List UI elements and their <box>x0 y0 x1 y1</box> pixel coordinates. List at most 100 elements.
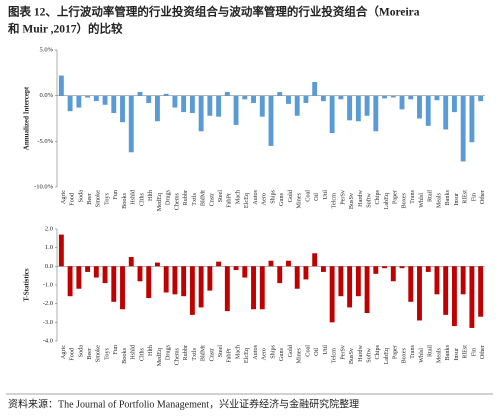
bar <box>76 95 82 108</box>
x-tick-label: Drugs <box>165 344 172 360</box>
bar <box>155 262 160 267</box>
x-tick-label: Clths <box>138 347 145 361</box>
y-tick-label: -10.0% <box>34 183 54 190</box>
bar <box>338 95 344 100</box>
bar <box>268 95 274 146</box>
bar <box>251 266 256 310</box>
x-tick-label: Hardw <box>357 189 364 206</box>
bar <box>224 92 230 96</box>
x-tick-label: Clths <box>138 192 145 206</box>
bar <box>207 95 213 116</box>
x-tick-label: Coal <box>304 345 311 357</box>
x-tick-label: Chips <box>374 189 381 204</box>
bar <box>277 266 283 284</box>
x-tick-label: Steel <box>217 345 224 358</box>
bar <box>329 95 335 134</box>
bar <box>460 95 466 162</box>
bar <box>320 266 326 272</box>
bar <box>163 266 169 293</box>
y-tick-label: 0.0 <box>45 263 53 270</box>
bar <box>189 266 195 315</box>
bar <box>67 95 73 112</box>
bar <box>233 95 239 125</box>
x-tick-label: Whlsl <box>418 193 425 208</box>
x-tick-label: Other <box>479 345 486 359</box>
bar <box>259 95 265 117</box>
bar <box>382 95 387 99</box>
x-tick-label: Txtls <box>191 347 198 360</box>
x-tick-label: Autos <box>252 344 259 359</box>
bar <box>120 266 125 310</box>
bar <box>111 95 117 114</box>
bar <box>242 266 248 278</box>
x-tick-label: Txtls <box>191 192 198 205</box>
x-tick-label: Smoke <box>95 345 102 362</box>
x-tick-label: Aero <box>261 348 268 360</box>
y-tick-label: -5.0% <box>37 138 53 145</box>
x-tick-label: Mines <box>296 192 303 208</box>
bar <box>268 260 274 267</box>
x-tick-label: Trans <box>409 344 416 358</box>
x-tick-label: PerSv <box>339 189 346 205</box>
bar <box>355 95 361 122</box>
bar <box>373 266 379 274</box>
x-tick-label: Util <box>322 190 329 200</box>
bar <box>172 266 178 295</box>
x-tick-label: Cnstr <box>208 348 215 361</box>
bar <box>373 95 379 132</box>
x-tick-label: Soda <box>77 345 84 358</box>
bar <box>259 266 265 310</box>
bar <box>286 95 291 104</box>
x-tick-label: FabPr <box>226 193 233 208</box>
bar <box>425 95 431 126</box>
bar <box>451 95 457 113</box>
x-tick-label: Food <box>69 347 76 361</box>
bar <box>434 95 440 101</box>
bar <box>120 95 125 123</box>
bar <box>469 266 475 328</box>
y-tick-label: 2.0 <box>45 225 53 232</box>
bar <box>417 95 422 119</box>
bar <box>443 95 449 130</box>
x-tick-label: Beer <box>86 193 93 205</box>
bar <box>128 95 134 153</box>
x-tick-label: Mach <box>234 344 241 359</box>
x-tick-label: Oil <box>313 348 320 356</box>
bar <box>303 266 309 280</box>
x-tick-label: Autos <box>252 189 259 204</box>
x-tick-label: ElcEq <box>243 348 250 363</box>
bar <box>399 95 405 110</box>
bar <box>347 266 353 308</box>
title: 和 Muir ,2017）的比较 <box>8 22 123 36</box>
x-tick-label: MedEq <box>156 348 163 366</box>
bar <box>242 95 248 100</box>
bar <box>382 266 387 269</box>
bar <box>425 266 431 272</box>
bar <box>137 92 143 96</box>
x-tick-label: Cnstr <box>208 193 215 206</box>
x-tick-label: PerSv <box>339 344 346 360</box>
bar <box>76 266 82 289</box>
bar <box>216 95 222 117</box>
bar <box>338 266 344 297</box>
x-tick-label: RlEst <box>462 190 469 204</box>
x-tick-label: Rtail <box>427 345 434 357</box>
x-tick-label: ElcEq <box>243 193 250 208</box>
x-tick-label: Telcm <box>331 193 338 209</box>
x-tick-label: BldMt <box>200 190 207 206</box>
bar <box>277 92 283 96</box>
x-tick-label: BldMt <box>200 345 207 361</box>
bar <box>128 257 134 267</box>
x-tick-label: Soda <box>77 190 84 203</box>
bar <box>67 266 73 297</box>
x-tick-label: Gold <box>287 344 294 357</box>
x-tick-label: Food <box>69 192 76 206</box>
bar <box>443 266 449 315</box>
x-tick-label: Insur <box>453 348 460 361</box>
x-tick-label: Boxes <box>400 192 407 208</box>
x-tick-label: Telcm <box>331 348 338 364</box>
x-tick-label: Coal <box>304 190 311 202</box>
bar <box>58 234 64 267</box>
bar <box>224 266 230 312</box>
